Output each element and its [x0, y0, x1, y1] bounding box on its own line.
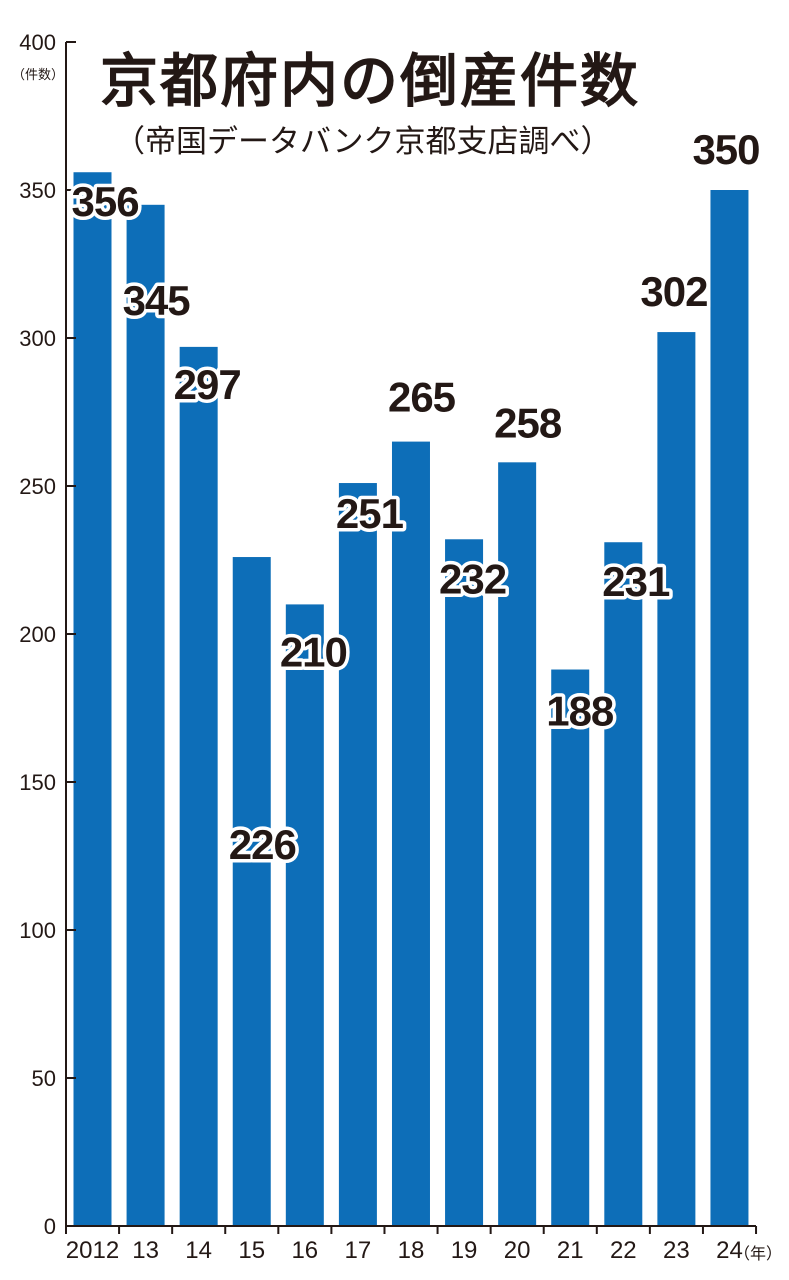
bar-21	[551, 669, 590, 1226]
data-label-24: 350	[692, 126, 759, 173]
data-label-22: 231	[602, 558, 670, 605]
data-label-18: 265	[388, 374, 456, 421]
bar-19	[445, 539, 484, 1226]
x-tick-label: 16	[291, 1237, 318, 1264]
bar-14	[179, 346, 218, 1226]
y-tick-label: 300	[19, 326, 56, 351]
x-axis-unit: （年）	[734, 1246, 783, 1263]
chart-subtitle: （帝国データバンク京都支店調べ）	[114, 124, 612, 160]
axis-layer: 0 50 100 150 200 250 300 350 400 2012 13 14 15 16 17 18…	[19, 30, 758, 1264]
y-axis-unit: （件数）	[12, 67, 65, 82]
x-tick-label: 14	[185, 1237, 212, 1264]
x-tick-label: 20	[504, 1237, 531, 1264]
y-tick-label: 200	[19, 622, 56, 647]
bar-16	[285, 604, 324, 1226]
y-tick-label: 350	[19, 178, 56, 203]
x-tick-label: 15	[238, 1237, 265, 1264]
data-label-16: 210	[280, 628, 347, 675]
bar-23	[657, 332, 696, 1227]
bar-2012	[73, 172, 112, 1227]
data-label-15: 226	[229, 821, 296, 868]
data-label-13: 345	[123, 277, 191, 324]
y-tick-label: 400	[19, 30, 56, 55]
bar-24	[710, 190, 749, 1226]
data-label-19: 232	[439, 555, 506, 602]
bar-15	[232, 557, 271, 1226]
y-tick-label: 250	[19, 474, 56, 499]
x-tick-label: 13	[132, 1237, 159, 1264]
data-label-20: 258	[494, 399, 562, 446]
y-tick-label: 0	[44, 1214, 56, 1239]
bar-18	[391, 441, 430, 1227]
x-tick-label: 23	[663, 1237, 690, 1264]
x-tick-label: 22	[610, 1237, 637, 1264]
y-tick-label: 100	[19, 918, 56, 943]
x-tick-label: 19	[451, 1237, 478, 1264]
x-tick-label: 21	[557, 1237, 584, 1264]
bar-22	[604, 542, 643, 1226]
y-tick-label: 50	[32, 1066, 56, 1091]
data-labels-layer: 356 345 297 226 210 251 265 232 258 188 231 302 350	[68, 123, 764, 872]
bar-17	[338, 483, 377, 1226]
bar-20	[498, 462, 537, 1226]
x-tick-label: 18	[398, 1237, 425, 1264]
y-tick-label: 150	[19, 770, 56, 795]
data-label-2012: 356	[72, 178, 139, 225]
data-label-17: 251	[336, 490, 404, 537]
bar-13	[126, 204, 165, 1227]
x-tick-label: 24	[716, 1237, 743, 1264]
x-tick-label: 2012	[66, 1237, 119, 1264]
data-label-21: 188	[546, 688, 614, 735]
bars-layer	[73, 172, 749, 1227]
data-label-23: 302	[640, 268, 707, 315]
x-tick-label: 17	[345, 1237, 372, 1264]
chart-title: 京都府内の倒産件数	[100, 47, 641, 115]
data-label-14: 297	[174, 361, 241, 408]
